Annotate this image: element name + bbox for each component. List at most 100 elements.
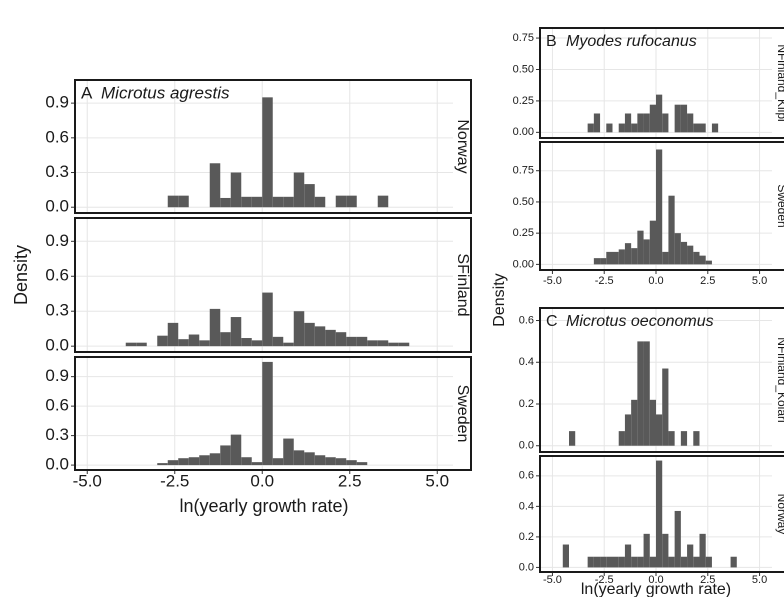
bar bbox=[230, 317, 242, 347]
x-axis-label: ln(yearly growth rate) bbox=[581, 581, 731, 597]
x-tick-label: 5.0 bbox=[752, 574, 767, 586]
bar bbox=[346, 460, 357, 466]
bar bbox=[199, 340, 210, 347]
y-tick-label: 0.9 bbox=[45, 231, 69, 250]
bar bbox=[693, 556, 700, 568]
bar bbox=[649, 220, 656, 265]
bar bbox=[272, 336, 284, 347]
y-tick-label: 0.6 bbox=[45, 396, 69, 415]
bar bbox=[711, 123, 719, 133]
y-axis-label: Density bbox=[11, 245, 31, 305]
y-axis-label: Density bbox=[491, 273, 508, 326]
bar bbox=[674, 233, 681, 265]
facet-border bbox=[539, 27, 784, 139]
x-tick-label: 2.5 bbox=[700, 275, 715, 287]
bar bbox=[335, 458, 347, 466]
bar bbox=[356, 336, 368, 347]
bar bbox=[624, 243, 632, 265]
bar bbox=[188, 457, 200, 466]
bar bbox=[656, 414, 663, 446]
bar bbox=[304, 452, 315, 466]
y-tick-label: 0.9 bbox=[45, 366, 69, 385]
strip-label: Sweden bbox=[454, 385, 471, 443]
y-tick-label: 0.6 bbox=[45, 127, 69, 146]
bar bbox=[687, 544, 694, 568]
bar bbox=[220, 445, 231, 466]
bar bbox=[325, 329, 336, 347]
bar bbox=[593, 258, 601, 265]
bar bbox=[649, 556, 656, 568]
y-tick-label: 0.00 bbox=[513, 126, 534, 138]
x-tick-label: 2.5 bbox=[700, 574, 715, 586]
x-tick-label: -2.5 bbox=[595, 275, 614, 287]
bar bbox=[618, 556, 625, 568]
bar bbox=[241, 196, 252, 208]
bar bbox=[662, 368, 669, 446]
bar bbox=[637, 113, 644, 133]
bar bbox=[624, 544, 632, 568]
bar bbox=[293, 172, 305, 208]
facet-border bbox=[539, 141, 784, 271]
bar bbox=[220, 197, 231, 208]
x-tick-label: -2.5 bbox=[160, 471, 189, 490]
bar bbox=[293, 450, 305, 466]
bar bbox=[693, 431, 700, 446]
bar bbox=[188, 334, 200, 347]
bar bbox=[612, 556, 619, 568]
bar bbox=[680, 431, 688, 446]
y-tick-label: 0.6 bbox=[45, 266, 69, 285]
bar bbox=[398, 342, 410, 347]
y-tick-label: 0.75 bbox=[513, 165, 534, 177]
panel-label: B bbox=[546, 33, 557, 50]
bar bbox=[283, 196, 294, 208]
bar bbox=[693, 251, 700, 265]
bar bbox=[272, 458, 284, 466]
strip-label: NFinland_Kilpi bbox=[775, 44, 784, 121]
bar bbox=[251, 196, 263, 208]
bar bbox=[618, 249, 625, 265]
bar bbox=[314, 326, 326, 347]
bar bbox=[199, 455, 210, 466]
bar bbox=[304, 184, 315, 208]
bar bbox=[699, 533, 706, 568]
bar bbox=[624, 113, 632, 133]
x-tick-label: 5.0 bbox=[752, 275, 767, 287]
y-tick-label: 0.2 bbox=[519, 398, 534, 410]
y-tick-label: 0.3 bbox=[45, 162, 69, 181]
panel-title: Myodes rufocanus bbox=[566, 33, 697, 50]
bar bbox=[178, 458, 189, 466]
y-tick-label: 0.6 bbox=[519, 314, 534, 326]
bar bbox=[241, 338, 252, 347]
bar bbox=[674, 510, 681, 568]
panel-label: A bbox=[81, 83, 93, 102]
bar bbox=[356, 462, 368, 466]
bar bbox=[668, 556, 675, 568]
bar bbox=[674, 104, 681, 133]
bar bbox=[631, 123, 638, 133]
y-tick-label: 0.6 bbox=[519, 470, 534, 482]
bar bbox=[587, 123, 594, 133]
y-tick-label: 0.0 bbox=[519, 561, 534, 573]
bar bbox=[241, 457, 252, 466]
y-tick-label: 0.25 bbox=[513, 227, 534, 239]
bar bbox=[377, 340, 389, 347]
facet-border bbox=[539, 455, 784, 573]
y-tick-label: 0.0 bbox=[519, 440, 534, 452]
bar bbox=[377, 195, 389, 208]
panel-label: C bbox=[546, 313, 558, 330]
strip-label: Norway bbox=[775, 494, 784, 535]
bar bbox=[649, 104, 656, 133]
bar bbox=[680, 241, 688, 265]
x-axis-label: ln(yearly growth rate) bbox=[179, 496, 348, 516]
y-tick-label: 0.4 bbox=[519, 356, 534, 368]
x-tick-label: 5.0 bbox=[425, 471, 449, 490]
bar bbox=[167, 322, 179, 347]
y-tick-label: 0.0 bbox=[45, 336, 69, 355]
y-tick-label: 0.3 bbox=[45, 301, 69, 320]
bar bbox=[730, 556, 737, 568]
bar bbox=[335, 195, 347, 208]
bar bbox=[637, 341, 644, 446]
bar bbox=[612, 251, 619, 265]
x-tick-label: -5.0 bbox=[543, 574, 562, 586]
bar bbox=[157, 463, 168, 466]
